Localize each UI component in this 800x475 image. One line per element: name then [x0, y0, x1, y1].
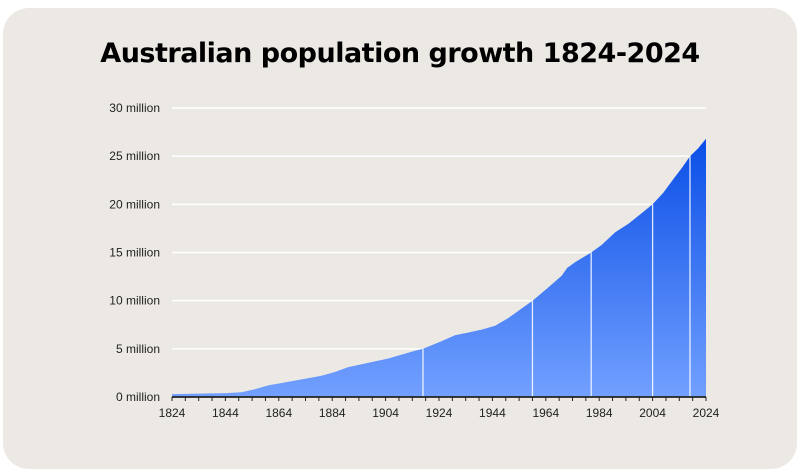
y-tick-label: 0 million	[116, 390, 160, 404]
x-tick-label: 1864	[265, 406, 292, 420]
x-tick-label: 1944	[479, 406, 506, 420]
y-tick-label: 10 million	[109, 294, 160, 308]
x-tick-label: 1984	[586, 406, 613, 420]
y-tick-label: 15 million	[109, 246, 160, 260]
x-tick-label: 2024	[693, 406, 720, 420]
x-tick-label: 1924	[426, 406, 453, 420]
y-tick-label: 5 million	[116, 342, 160, 356]
y-tick-label: 20 million	[109, 197, 160, 211]
chart-title: Australian population growth 1824-2024	[100, 38, 700, 69]
x-tick-label: 2004	[639, 406, 666, 420]
y-tick-label: 30 million	[109, 101, 160, 115]
x-tick-label: 1964	[532, 406, 559, 420]
x-tick-label: 1904	[372, 406, 399, 420]
x-tick-label: 1844	[212, 406, 239, 420]
x-tick-label: 1824	[159, 406, 186, 420]
x-tick-label: 1884	[319, 406, 346, 420]
population-area	[172, 138, 706, 398]
y-tick-label: 25 million	[109, 149, 160, 163]
